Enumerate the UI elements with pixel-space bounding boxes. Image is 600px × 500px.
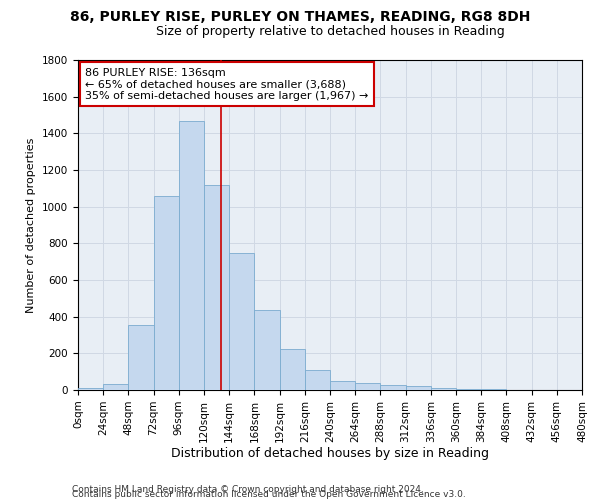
Bar: [103, 384, 128, 390]
Bar: [431, 388, 456, 390]
Bar: [380, 384, 406, 390]
Title: Size of property relative to detached houses in Reading: Size of property relative to detached ho…: [155, 25, 505, 38]
Bar: [179, 120, 204, 390]
Y-axis label: Number of detached properties: Number of detached properties: [26, 138, 37, 312]
Text: Contains public sector information licensed under the Open Government Licence v3: Contains public sector information licen…: [72, 490, 466, 499]
Bar: [280, 349, 305, 390]
Bar: [305, 370, 330, 390]
Bar: [128, 325, 154, 390]
X-axis label: Distribution of detached houses by size in Reading: Distribution of detached houses by size …: [171, 448, 489, 460]
Text: 86, PURLEY RISE, PURLEY ON THAMES, READING, RG8 8DH: 86, PURLEY RISE, PURLEY ON THAMES, READI…: [70, 10, 530, 24]
Bar: [78, 388, 103, 390]
Bar: [355, 382, 380, 390]
Bar: [229, 252, 254, 390]
Bar: [154, 196, 179, 390]
Text: Contains HM Land Registry data © Crown copyright and database right 2024.: Contains HM Land Registry data © Crown c…: [72, 484, 424, 494]
Bar: [204, 184, 229, 390]
Bar: [330, 381, 355, 390]
Bar: [406, 386, 431, 390]
Bar: [254, 310, 280, 390]
Text: 86 PURLEY RISE: 136sqm
← 65% of detached houses are smaller (3,688)
35% of semi-: 86 PURLEY RISE: 136sqm ← 65% of detached…: [85, 68, 369, 101]
Bar: [456, 389, 481, 390]
